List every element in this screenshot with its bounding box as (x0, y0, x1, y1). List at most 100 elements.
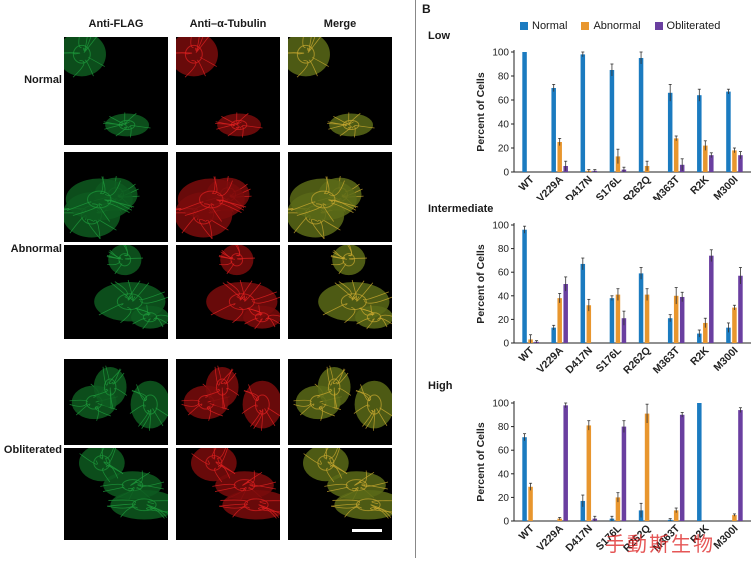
chart-high: High 0 20 40 60 80 100 Percent of Cells WT V229A… (418, 380, 755, 558)
y-tick-label-low-20: 20 (498, 144, 510, 155)
y-tick-label-intermediate-80: 80 (498, 244, 510, 255)
y-tick-label-low-60: 60 (498, 96, 510, 107)
bar-high-R2K-normal (697, 403, 702, 521)
micrograph-abnormal-2-merge (288, 245, 392, 339)
bar-low-M300I-normal (726, 91, 731, 172)
bar-intermediate-D417N-normal (580, 263, 586, 343)
bar-low-R2K-obliterated (709, 155, 714, 172)
bar-low-M300I-obliterated (738, 155, 743, 172)
micrograph-obliterated-2-tubulin (176, 448, 280, 540)
y-tick-label-intermediate-40: 40 (498, 291, 510, 302)
legend-item-obliterated: Obliterated (654, 20, 721, 32)
bar-intermediate-WT-normal (522, 229, 527, 343)
x-tick-label-low-D417N: D417N (563, 174, 595, 200)
bar-intermediate-V229A-obliterated (563, 284, 568, 343)
bar-high-WT-abnormal (528, 486, 533, 521)
bar-intermediate-D417N-abnormal (586, 305, 592, 343)
watermark: 手動斯生物 (605, 532, 715, 556)
bar-intermediate-M300I-normal (726, 327, 731, 343)
x-tick-label-intermediate-R262Q: R262Q (621, 345, 653, 377)
micrograph-normal-merge (288, 37, 392, 145)
legend-swatch-abnormal (581, 22, 590, 30)
legend: Normal Abnormal Obliterated (520, 20, 734, 32)
row-label-normal: Normal (24, 74, 62, 86)
y-tick-label-low-0: 0 (503, 168, 509, 179)
scale-bar (352, 529, 382, 532)
bar-high-M363T-obliterated (679, 414, 685, 521)
y-tick-label-low-80: 80 (498, 72, 510, 83)
bar-intermediate-M300I-abnormal (732, 307, 737, 343)
bar-intermediate-M363T-obliterated (679, 296, 685, 343)
row-label-obliterated: Obliterated (3, 444, 62, 456)
y-tick-label-high-80: 80 (498, 422, 510, 433)
bar-high-V229A-obliterated (563, 405, 568, 521)
micrograph-abnormal-2-tubulin (176, 245, 280, 339)
x-tick-label-intermediate-S176L: S176L (594, 344, 625, 375)
legend-label-abnormal: Abnormal (593, 20, 641, 32)
x-tick-label-low-V229A: V229A (535, 173, 566, 200)
chart-high-svg: 0 20 40 60 80 100 Percent of Cells WTV229AD417N… (475, 399, 751, 555)
bar-intermediate-M363T-normal (667, 318, 673, 343)
x-tick-label-intermediate-M363T: M363T (651, 344, 683, 376)
x-tick-label-intermediate-WT: WT (517, 344, 537, 364)
legend-label-obliterated: Obliterated (666, 20, 721, 32)
bar-low-M363T-abnormal (673, 138, 679, 172)
y-tick-label-intermediate-0: 0 (503, 339, 509, 350)
x-tick-label-low-M363T: M363T (651, 173, 683, 200)
bar-intermediate-M363T-abnormal (673, 295, 679, 343)
x-tick-label-high-V229A: V229A (535, 522, 566, 553)
panel-divider (415, 0, 416, 558)
bar-low-D417N-normal (580, 54, 586, 172)
bar-intermediate-S176L-normal (609, 298, 615, 343)
micrograph-abnormal-1-flag (64, 152, 168, 242)
x-tick-label-intermediate-V229A: V229A (535, 344, 566, 375)
legend-swatch-obliterated (654, 22, 663, 30)
column-header-anti-tubulin: Anti–α-Tubulin (189, 18, 267, 30)
bar-intermediate-S176L-obliterated (621, 318, 627, 343)
bar-high-D417N-normal (580, 500, 586, 521)
chart-title-intermediate: Intermediate (428, 203, 494, 215)
legend-item-normal: Normal (520, 20, 567, 32)
micrograph-normal-flag (64, 37, 168, 145)
y-axis-label-intermediate: Percent of Cells (475, 244, 487, 324)
y-tick-label-intermediate-20: 20 (498, 315, 510, 326)
bar-low-V229A-abnormal (557, 142, 562, 172)
micrograph-obliterated-2-flag (64, 448, 168, 540)
micrograph-abnormal-1-merge (288, 152, 392, 242)
x-tick-label-low-R262Q: R262Q (621, 174, 653, 200)
x-tick-label-high-M300I: M300I (711, 523, 740, 552)
chart-low: Low 0 20 40 60 80 100 Percent of Cells WT V229A D… (418, 30, 755, 206)
bar-low-R2K-abnormal (703, 145, 708, 172)
bar-intermediate-V229A-normal (551, 327, 556, 343)
legend-label-normal: Normal (532, 20, 568, 32)
micrograph-abnormal-2-flag (64, 245, 168, 339)
micrograph-abnormal-1-tubulin (176, 152, 280, 242)
bar-low-S176L-normal (609, 70, 615, 172)
y-tick-label-high-40: 40 (498, 469, 510, 480)
x-tick-label-intermediate-D417N: D417N (563, 345, 595, 377)
chart-low-svg: 0 20 40 60 80 100 Percent of Cells WTV229AD417N… (475, 48, 751, 206)
micrograph-obliterated-1-flag (64, 359, 168, 445)
y-tick-label-intermediate-100: 100 (492, 221, 509, 232)
bar-intermediate-R2K-obliterated (709, 255, 714, 343)
micrograph-obliterated-2-merge (288, 448, 392, 540)
y-tick-label-high-60: 60 (498, 446, 510, 457)
bar-high-M300I-abnormal (732, 515, 737, 521)
bar-intermediate-R262Q-abnormal (644, 294, 650, 343)
x-tick-label-high-WT: WT (517, 522, 537, 542)
x-tick-label-low-WT: WT (517, 173, 537, 193)
micrograph-obliterated-1-tubulin (176, 359, 280, 445)
y-tick-label-intermediate-60: 60 (498, 268, 510, 279)
y-tick-label-high-0: 0 (503, 517, 509, 528)
micrograph-normal-tubulin (176, 37, 280, 145)
x-tick-label-intermediate-M300I: M300I (711, 345, 740, 374)
legend-swatch-normal (520, 22, 528, 30)
y-tick-label-high-100: 100 (492, 399, 509, 410)
bar-low-WT-normal (522, 52, 527, 172)
x-tick-label-low-R2K: R2K (688, 173, 712, 197)
chart-title-high: High (428, 380, 453, 392)
bar-low-S176L-abnormal (615, 156, 621, 172)
bar-high-R262Q-abnormal (644, 413, 650, 521)
bar-intermediate-R2K-abnormal (703, 322, 708, 343)
x-tick-label-low-S176L: S176L (594, 173, 625, 200)
